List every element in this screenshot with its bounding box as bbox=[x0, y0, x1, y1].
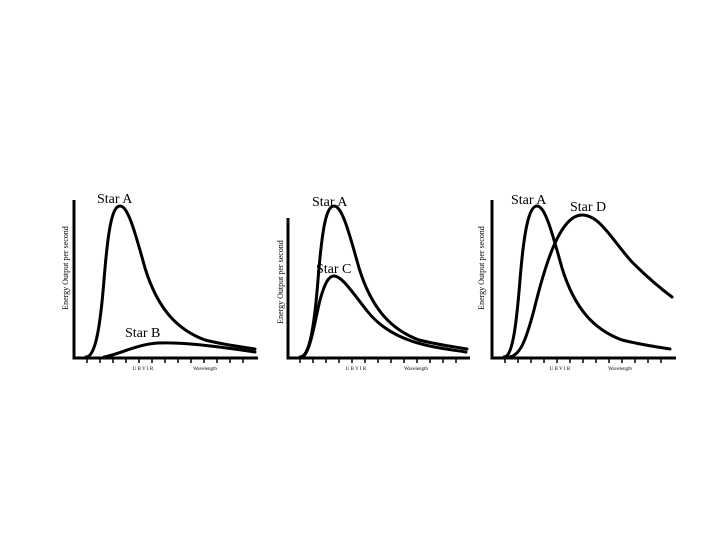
panel-1-star-b-curve bbox=[102, 341, 257, 359]
panel-1: Energy Output per second U B V I R Wavel… bbox=[61, 192, 258, 372]
panel-3-star-a-label: Star A bbox=[511, 193, 547, 208]
panel-2-star-c-curve bbox=[300, 274, 468, 359]
panel-3-star-d-curve bbox=[506, 213, 674, 359]
panel-2-ticks bbox=[299, 358, 457, 363]
panel-2-star-a-label: Star A bbox=[312, 195, 348, 210]
panel-3: Energy Output per second U B V I R Wavel… bbox=[477, 193, 676, 372]
panel-2-band-labels: U B V I R bbox=[346, 367, 367, 372]
panel-3-axes bbox=[490, 200, 676, 360]
panel-2: Energy Output per second U B V I R Wavel… bbox=[276, 195, 470, 372]
panel-1-band-labels: U B V I R bbox=[133, 367, 154, 372]
panel-3-star-d-label: Star D bbox=[570, 200, 606, 215]
panel-1-star-a-curve bbox=[84, 204, 257, 359]
panel-3-ticks bbox=[504, 358, 662, 363]
panel-1-y-axis-label: Energy Output per second bbox=[61, 226, 70, 310]
panel-1-axes bbox=[72, 200, 258, 360]
panel-3-star-a-curve bbox=[502, 204, 672, 359]
panel-2-star-c-label: Star C bbox=[316, 262, 351, 277]
panel-2-x-axis-label: Wavelength bbox=[404, 367, 428, 372]
panel-2-star-a-curve bbox=[298, 204, 469, 359]
panel-2-axes bbox=[286, 218, 470, 360]
panel-1-star-a-label: Star A bbox=[97, 192, 133, 207]
panel-1-star-b-label: Star B bbox=[125, 326, 160, 341]
panel-3-y-axis-label: Energy Output per second bbox=[477, 226, 486, 310]
panel-2-y-axis-label: Energy Output per second bbox=[276, 240, 285, 324]
panel-1-x-axis-label: Wavelength bbox=[193, 367, 217, 372]
panel-1-ticks bbox=[86, 358, 244, 363]
panel-3-x-axis-label: Wavelength bbox=[608, 367, 632, 372]
panel-3-band-labels: U B V I R bbox=[550, 367, 571, 372]
